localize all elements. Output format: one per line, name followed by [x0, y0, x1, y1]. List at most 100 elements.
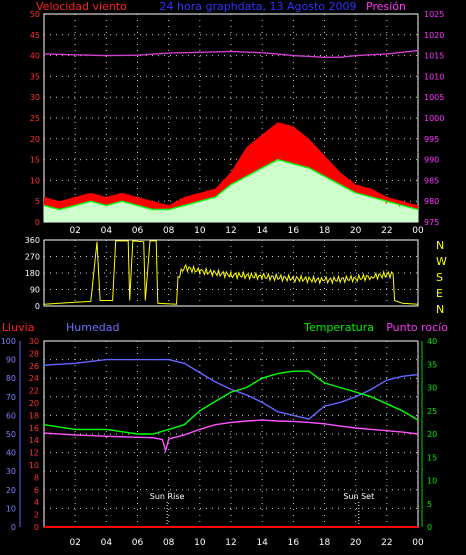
y-tick-label: 0 [34, 523, 39, 532]
y-tick-label: 15 [30, 156, 40, 165]
x-tick-label: 06 [132, 538, 144, 548]
y-tick-label: 1020 [424, 31, 444, 40]
y-tick-label: 14 [29, 436, 39, 445]
y-tick-label: 0 [11, 523, 16, 532]
y-tick-label: 90 [6, 356, 16, 365]
humidity-temp-grid [44, 341, 419, 527]
y-tick-label: 12 [29, 449, 39, 458]
y-tick-label: 20 [30, 135, 40, 144]
x-tick-label: 04 [101, 538, 113, 548]
y-tick-label: 22 [29, 387, 39, 396]
y-tick-label: 24 [29, 374, 39, 383]
y-tick-label: 10 [30, 176, 40, 185]
x-tick-label: 12 [225, 226, 236, 236]
humidity-x-axis: 02 04 06 08 10 12 14 16 18 20 22 00 [69, 538, 424, 548]
x-tick-label: 16 [288, 226, 300, 236]
x-tick-label: 02 [69, 226, 80, 236]
x-tick-label: 12 [225, 538, 236, 548]
wind-speed-axis: 0 5 10 15 20 25 30 35 40 45 50 [30, 10, 40, 227]
y-tick-label: 80 [6, 374, 16, 383]
y-tick-label: 50 [6, 430, 16, 439]
humidity-axis: 0 10 20 30 40 50 60 70 80 90 100 [1, 337, 21, 532]
y-tick-label: 10 [6, 504, 16, 513]
wind-direction-line [43, 240, 419, 305]
y-tick-label: 990 [424, 156, 439, 165]
x-tick-label: 16 [288, 538, 300, 548]
x-tick-label: 00 [412, 226, 424, 236]
pressure-axis: 975 980 985 990 995 1000 1005 1010 1015 1020 1025 [424, 10, 444, 227]
sun-marker-label: Sun Rise [150, 492, 185, 501]
compass-label: N [436, 239, 444, 252]
y-tick-label: 20 [427, 430, 437, 439]
y-tick-label: 30 [427, 384, 437, 393]
y-tick-label: 25 [427, 407, 437, 416]
wind-direction-line [43, 240, 419, 305]
y-tick-label: 180 [25, 269, 40, 278]
x-tick-label: 14 [256, 226, 268, 236]
dewpoint-title: Punto rocío [386, 321, 448, 334]
pressure-title: Presión [366, 0, 406, 13]
y-tick-label: 360 [25, 236, 40, 245]
wind-pressure-lines [43, 49, 419, 211]
y-tick-label: 10 [427, 477, 437, 486]
x-tick-label: 00 [412, 538, 424, 548]
dewpoint-line [43, 419, 419, 454]
wind-direction-axis: 0 90 180 270 360 [25, 236, 40, 311]
y-tick-label: 25 [30, 114, 40, 123]
y-tick-label: 975 [424, 218, 439, 227]
y-tick-label: 28 [29, 349, 39, 358]
y-tick-label: 50 [30, 10, 40, 19]
y-tick-label: 270 [25, 253, 40, 262]
sun-annotations: Sun Rise Sun Set [150, 492, 374, 527]
y-tick-label: 985 [424, 176, 439, 185]
y-tick-label: 0 [35, 302, 40, 311]
sun-marker-label: Sun Set [343, 492, 374, 501]
temperature-line [43, 370, 419, 435]
compass-label: N [436, 303, 444, 316]
y-tick-label: 20 [6, 486, 16, 495]
x-tick-label: 18 [319, 226, 331, 236]
y-tick-label: 10 [29, 461, 39, 470]
y-tick-label: 26 [29, 362, 39, 371]
x-tick-label: 18 [319, 538, 331, 548]
y-tick-label: 0 [35, 218, 40, 227]
y-tick-label: 6 [34, 486, 39, 495]
x-tick-label: 10 [194, 538, 206, 548]
y-tick-label: 40 [427, 337, 437, 346]
y-tick-label: 15 [427, 453, 437, 462]
dewpoint-axis: 0 5 10 15 20 25 30 35 40 [421, 337, 437, 532]
y-tick-label: 18 [29, 411, 39, 420]
y-tick-label: 0 [427, 523, 432, 532]
x-tick-label: 02 [69, 538, 80, 548]
y-tick-label: 1005 [424, 93, 444, 102]
y-tick-label: 16 [29, 424, 39, 433]
x-tick-label: 22 [381, 538, 392, 548]
y-tick-label: 4 [34, 498, 39, 507]
rain-title: Lluvia [2, 321, 34, 334]
y-tick-label: 1010 [424, 72, 444, 81]
y-tick-label: 995 [424, 135, 439, 144]
y-tick-label: 35 [427, 360, 437, 369]
wind-speed-line [43, 158, 419, 211]
compass-label: S [436, 271, 443, 284]
y-tick-label: 2 [34, 511, 39, 520]
x-tick-label: 20 [350, 538, 362, 548]
x-tick-label: 06 [132, 226, 144, 236]
graph-date-title: 24 hora graphdata, 13 Agosto 2009 [160, 0, 357, 13]
y-tick-label: 8 [34, 473, 39, 482]
y-tick-label: 35 [30, 72, 40, 81]
y-tick-label: 90 [30, 286, 40, 295]
x-tick-label: 22 [381, 226, 392, 236]
y-tick-label: 980 [424, 197, 439, 206]
y-tick-label: 5 [35, 197, 40, 206]
humidity-title: Humedad [66, 321, 119, 334]
temperature-title: Temperatura [303, 321, 374, 334]
x-tick-label: 10 [194, 226, 206, 236]
y-tick-label: 45 [30, 31, 40, 40]
y-tick-label: 1000 [424, 114, 444, 123]
x-tick-label: 08 [163, 538, 175, 548]
wind-speed-title: Velocidad viento [36, 0, 127, 13]
